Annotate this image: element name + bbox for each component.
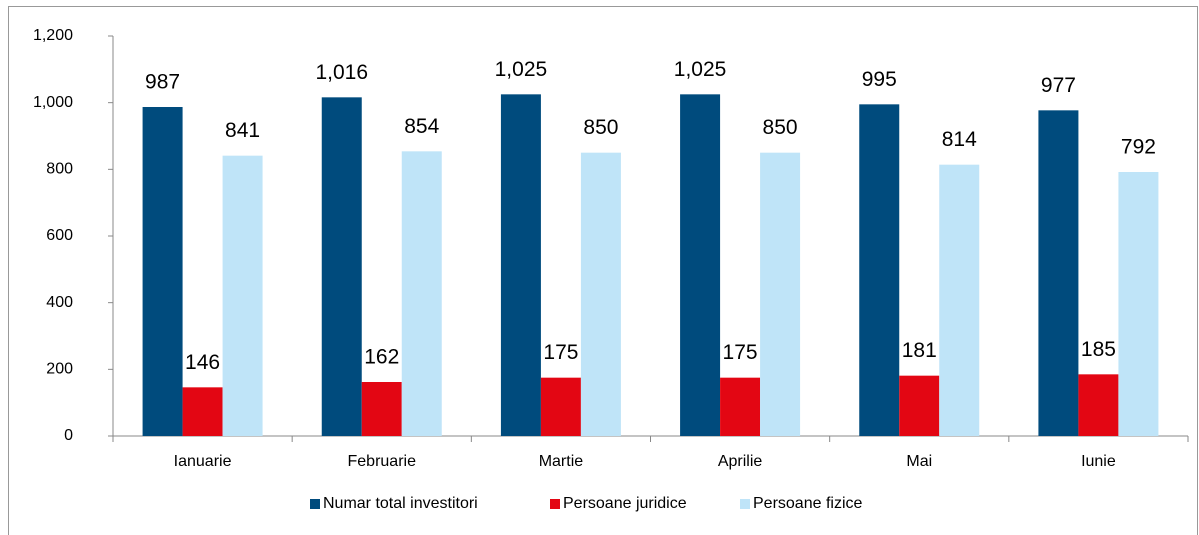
data-label: 850 (583, 116, 618, 139)
x-tick-label: Ianuarie (174, 453, 232, 470)
data-label: 995 (862, 68, 897, 91)
y-tick-label: 800 (46, 161, 73, 178)
data-label: 1,025 (495, 58, 548, 81)
data-label: 185 (1081, 338, 1116, 361)
y-tick-label: 1,200 (33, 27, 73, 44)
data-label: 1,016 (315, 61, 368, 84)
legend-label: Persoane fizice (753, 495, 862, 512)
data-label: 146 (185, 351, 220, 374)
legend-swatch (740, 499, 750, 509)
y-tick-label: 400 (46, 294, 73, 311)
bar (760, 152, 801, 436)
bar (899, 375, 940, 436)
data-label: 162 (364, 346, 399, 369)
legend-swatch (310, 499, 320, 509)
bar (859, 104, 900, 436)
data-label: 841 (225, 119, 260, 142)
bar (540, 377, 581, 436)
bar (401, 151, 442, 437)
bar (580, 152, 621, 436)
bar (720, 377, 761, 436)
data-label: 792 (1121, 136, 1156, 159)
data-label: 977 (1041, 74, 1076, 97)
y-tick-label: 1,000 (33, 94, 73, 111)
bar (361, 382, 402, 436)
bar (500, 94, 541, 436)
legend-label: Numar total investitori (323, 495, 478, 512)
x-tick-label: Martie (539, 453, 584, 470)
data-label: 181 (902, 339, 937, 362)
bar (1038, 110, 1079, 436)
data-label: 814 (942, 128, 977, 151)
y-tick-label: 600 (46, 227, 73, 244)
data-label: 1,025 (674, 58, 727, 81)
x-tick-label: Iunie (1081, 453, 1116, 470)
data-label: 175 (543, 341, 578, 364)
bar (182, 387, 223, 436)
bar (142, 107, 183, 436)
y-tick-label: 0 (64, 427, 73, 444)
bar (1118, 172, 1159, 436)
bar (680, 94, 721, 436)
x-tick-label: Aprilie (718, 453, 763, 470)
legend-label: Persoane juridice (563, 495, 687, 512)
x-tick-label: Februarie (348, 453, 417, 470)
legend-swatch (550, 499, 560, 509)
bar (1078, 374, 1119, 436)
data-label: 175 (723, 341, 758, 364)
y-tick-label: 200 (46, 361, 73, 378)
data-label: 854 (404, 115, 439, 138)
data-label: 987 (145, 71, 180, 94)
x-tick-label: Mai (906, 453, 932, 470)
data-label: 850 (763, 116, 798, 139)
bar (939, 164, 980, 436)
bar (321, 97, 362, 436)
bar (222, 155, 263, 436)
